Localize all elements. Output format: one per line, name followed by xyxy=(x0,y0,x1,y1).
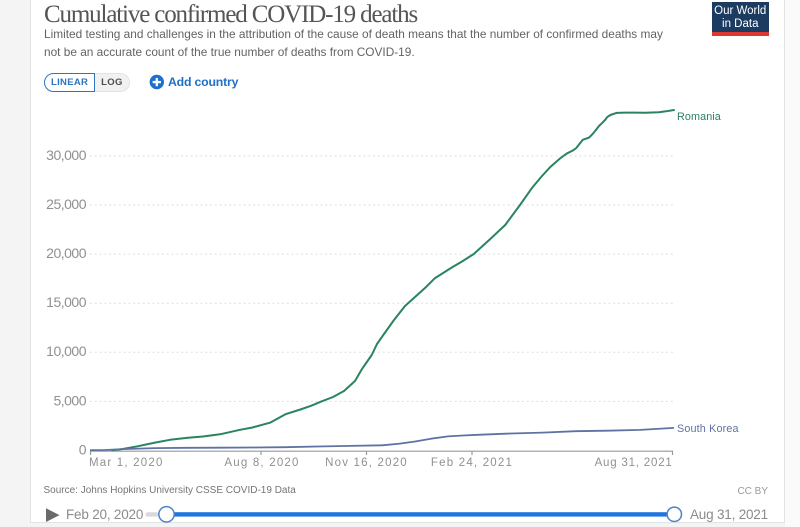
svg-text:South Korea: South Korea xyxy=(677,423,739,435)
svg-text:Aug 8, 2020: Aug 8, 2020 xyxy=(224,457,299,469)
svg-text:Nov 16, 2020: Nov 16, 2020 xyxy=(325,457,408,469)
svg-text:25,000: 25,000 xyxy=(46,196,87,212)
svg-text:Romania: Romania xyxy=(677,111,721,123)
svg-text:5,000: 5,000 xyxy=(53,392,86,408)
svg-text:Feb 24, 2021: Feb 24, 2021 xyxy=(431,457,513,469)
svg-text:10,000: 10,000 xyxy=(46,343,87,359)
svg-text:0: 0 xyxy=(79,441,87,457)
svg-text:20,000: 20,000 xyxy=(46,245,87,261)
svg-text:Mar 1, 2020: Mar 1, 2020 xyxy=(89,457,164,469)
svg-text:Aug 31, 2021: Aug 31, 2021 xyxy=(595,457,673,469)
svg-text:15,000: 15,000 xyxy=(46,294,87,310)
svg-text:30,000: 30,000 xyxy=(46,147,87,163)
